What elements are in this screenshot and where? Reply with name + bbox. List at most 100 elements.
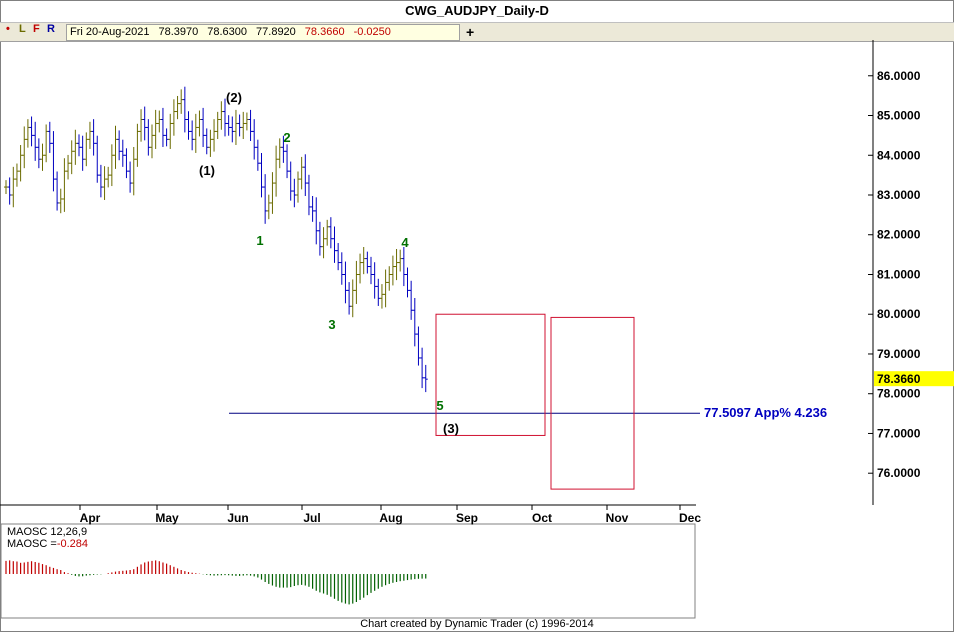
ohlc-change: -0.0250 [353, 26, 391, 38]
price-bar [372, 262, 377, 299]
price-bar [292, 178, 297, 208]
price-bar [405, 267, 410, 298]
price-bar [150, 124, 154, 159]
target-box [550, 316, 635, 490]
month-label: Jul [303, 511, 320, 525]
price-bar [306, 174, 311, 216]
target-line-label: 77.5097 App% 4.236 [704, 405, 827, 420]
price-bar [358, 253, 363, 284]
price-bar [259, 152, 264, 198]
price-bar [296, 171, 300, 203]
month-label: May [155, 511, 179, 525]
price-bar [230, 116, 235, 143]
price-bar [248, 109, 253, 142]
price-bar [208, 129, 213, 157]
price-bar [328, 217, 333, 249]
price-bar [29, 116, 34, 147]
wave-label: 4 [401, 235, 409, 250]
price-bar [409, 280, 414, 320]
wave-label: 5 [436, 398, 443, 413]
price-bar [376, 278, 381, 306]
price-tick-label: 84.0000 [877, 148, 921, 162]
price-bar [51, 131, 56, 192]
month-label: Oct [532, 511, 552, 525]
price-bar [412, 298, 417, 347]
price-bar [18, 144, 23, 182]
price-bar [226, 115, 231, 136]
price-bar [186, 111, 191, 140]
ratio-button[interactable]: R [47, 23, 55, 35]
price-bar [233, 109, 238, 145]
price-bar [190, 120, 195, 151]
price-bar [255, 139, 260, 171]
ohlc-open: 78.3970 [158, 26, 199, 38]
price-bar [179, 89, 184, 114]
price-bar [153, 109, 158, 149]
price-bar [55, 171, 60, 211]
price-bar [285, 144, 290, 179]
wave-label: (1) [199, 163, 215, 178]
price-bar [423, 364, 428, 393]
price-bar [299, 156, 304, 190]
price-bar [91, 119, 96, 156]
price-bar [80, 135, 85, 171]
last-price-marker [874, 371, 954, 387]
price-bar [379, 284, 384, 309]
price-bar [98, 164, 103, 198]
price-chart[interactable]: 86.0000 85.0000 84.0000 83.0000 82.0000 81.00… [0, 40, 954, 632]
price-bar [87, 121, 92, 149]
wave-label: 2 [283, 130, 290, 145]
price-bar [40, 143, 45, 171]
record-dot-button[interactable]: • [6, 23, 10, 35]
oscillator-panel [0, 523, 696, 619]
price-bar [383, 269, 388, 308]
price-bar [266, 194, 271, 220]
price-bar [416, 326, 421, 366]
price-bar [168, 113, 173, 149]
price-bar [277, 138, 282, 169]
price-bar [47, 121, 52, 153]
price-bar [237, 114, 242, 137]
price-bar [124, 148, 129, 179]
price-bar [106, 166, 111, 188]
price-bar [171, 99, 176, 136]
price-bar [394, 248, 399, 281]
price-bar [128, 161, 133, 193]
price-bar [160, 107, 165, 147]
month-label: Sep [456, 511, 478, 525]
ohlc-low: 77.8920 [256, 26, 296, 38]
price-bar [164, 128, 169, 147]
price-bar [146, 119, 151, 156]
price-bar [317, 221, 322, 256]
price-tick-label: 76.0000 [877, 466, 921, 480]
ohlc-readout: Fri 20-Aug-2021 78.3970 78.6300 77.8920 78.3… [66, 24, 460, 41]
price-bar [252, 119, 257, 160]
lines-button[interactable]: L [19, 23, 26, 35]
add-button[interactable]: + [466, 24, 475, 40]
price-tick-label: 80.0000 [877, 307, 921, 321]
price-bar [241, 111, 246, 140]
price-bar [175, 95, 180, 120]
price-bar [332, 226, 337, 263]
chart-credit: Chart created by Dynamic Trader (c) 1996… [360, 618, 594, 630]
price-bar [22, 126, 27, 169]
price-tick-label: 83.0000 [877, 188, 921, 202]
price-bar [33, 121, 38, 161]
price-bar [336, 243, 341, 271]
price-tick-label: 82.0000 [877, 228, 921, 242]
price-bar [157, 110, 162, 133]
ohlc-high: 78.6300 [207, 26, 248, 38]
wave-label: (3) [443, 421, 459, 436]
price-bar [102, 166, 107, 200]
price-bar [197, 110, 202, 137]
price-bar [369, 256, 373, 285]
price-bar [120, 139, 125, 167]
price-tick-label: 85.0000 [877, 109, 921, 123]
price-bar [25, 119, 30, 148]
price-bar [274, 145, 279, 197]
month-label: Aug [379, 511, 402, 525]
price-bar [339, 252, 344, 285]
fib-button[interactable]: F [33, 23, 40, 35]
price-bar [193, 113, 198, 153]
chart-title: CWG_AUDJPY_Daily-D [405, 3, 549, 18]
